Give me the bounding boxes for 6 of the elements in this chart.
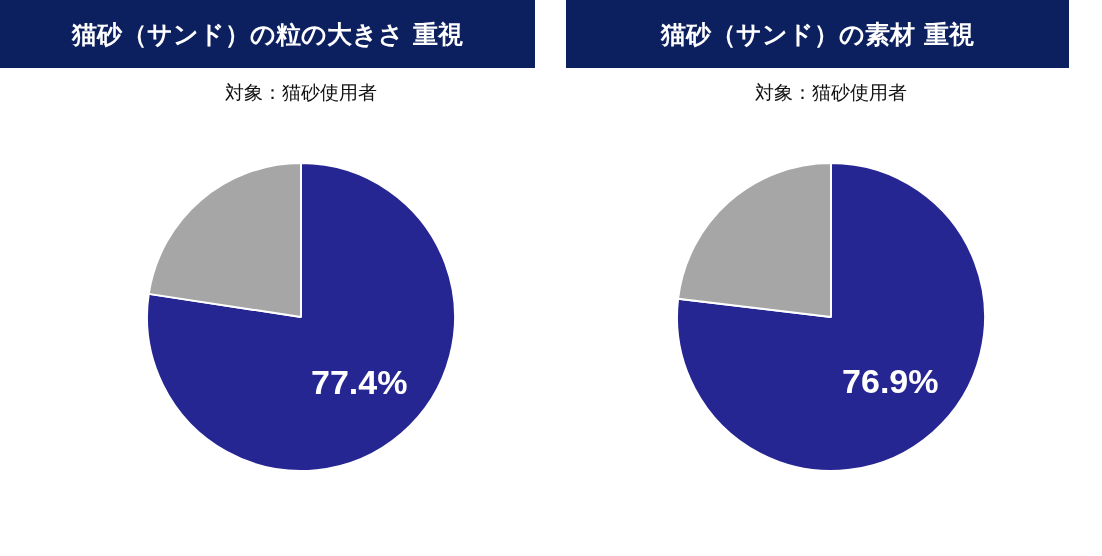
chart-subtitle: 対象：猫砂使用者 <box>224 80 378 105</box>
chart-subtitle: 対象：猫砂使用者 <box>754 80 908 105</box>
data-label: 76.9% <box>842 362 939 401</box>
chart-title: 猫砂（サンド）の素材 重視 <box>566 0 1069 68</box>
data-label: 77.4% <box>311 363 408 402</box>
chart-title: 猫砂（サンド）の粒の大きさ 重視 <box>0 0 535 68</box>
